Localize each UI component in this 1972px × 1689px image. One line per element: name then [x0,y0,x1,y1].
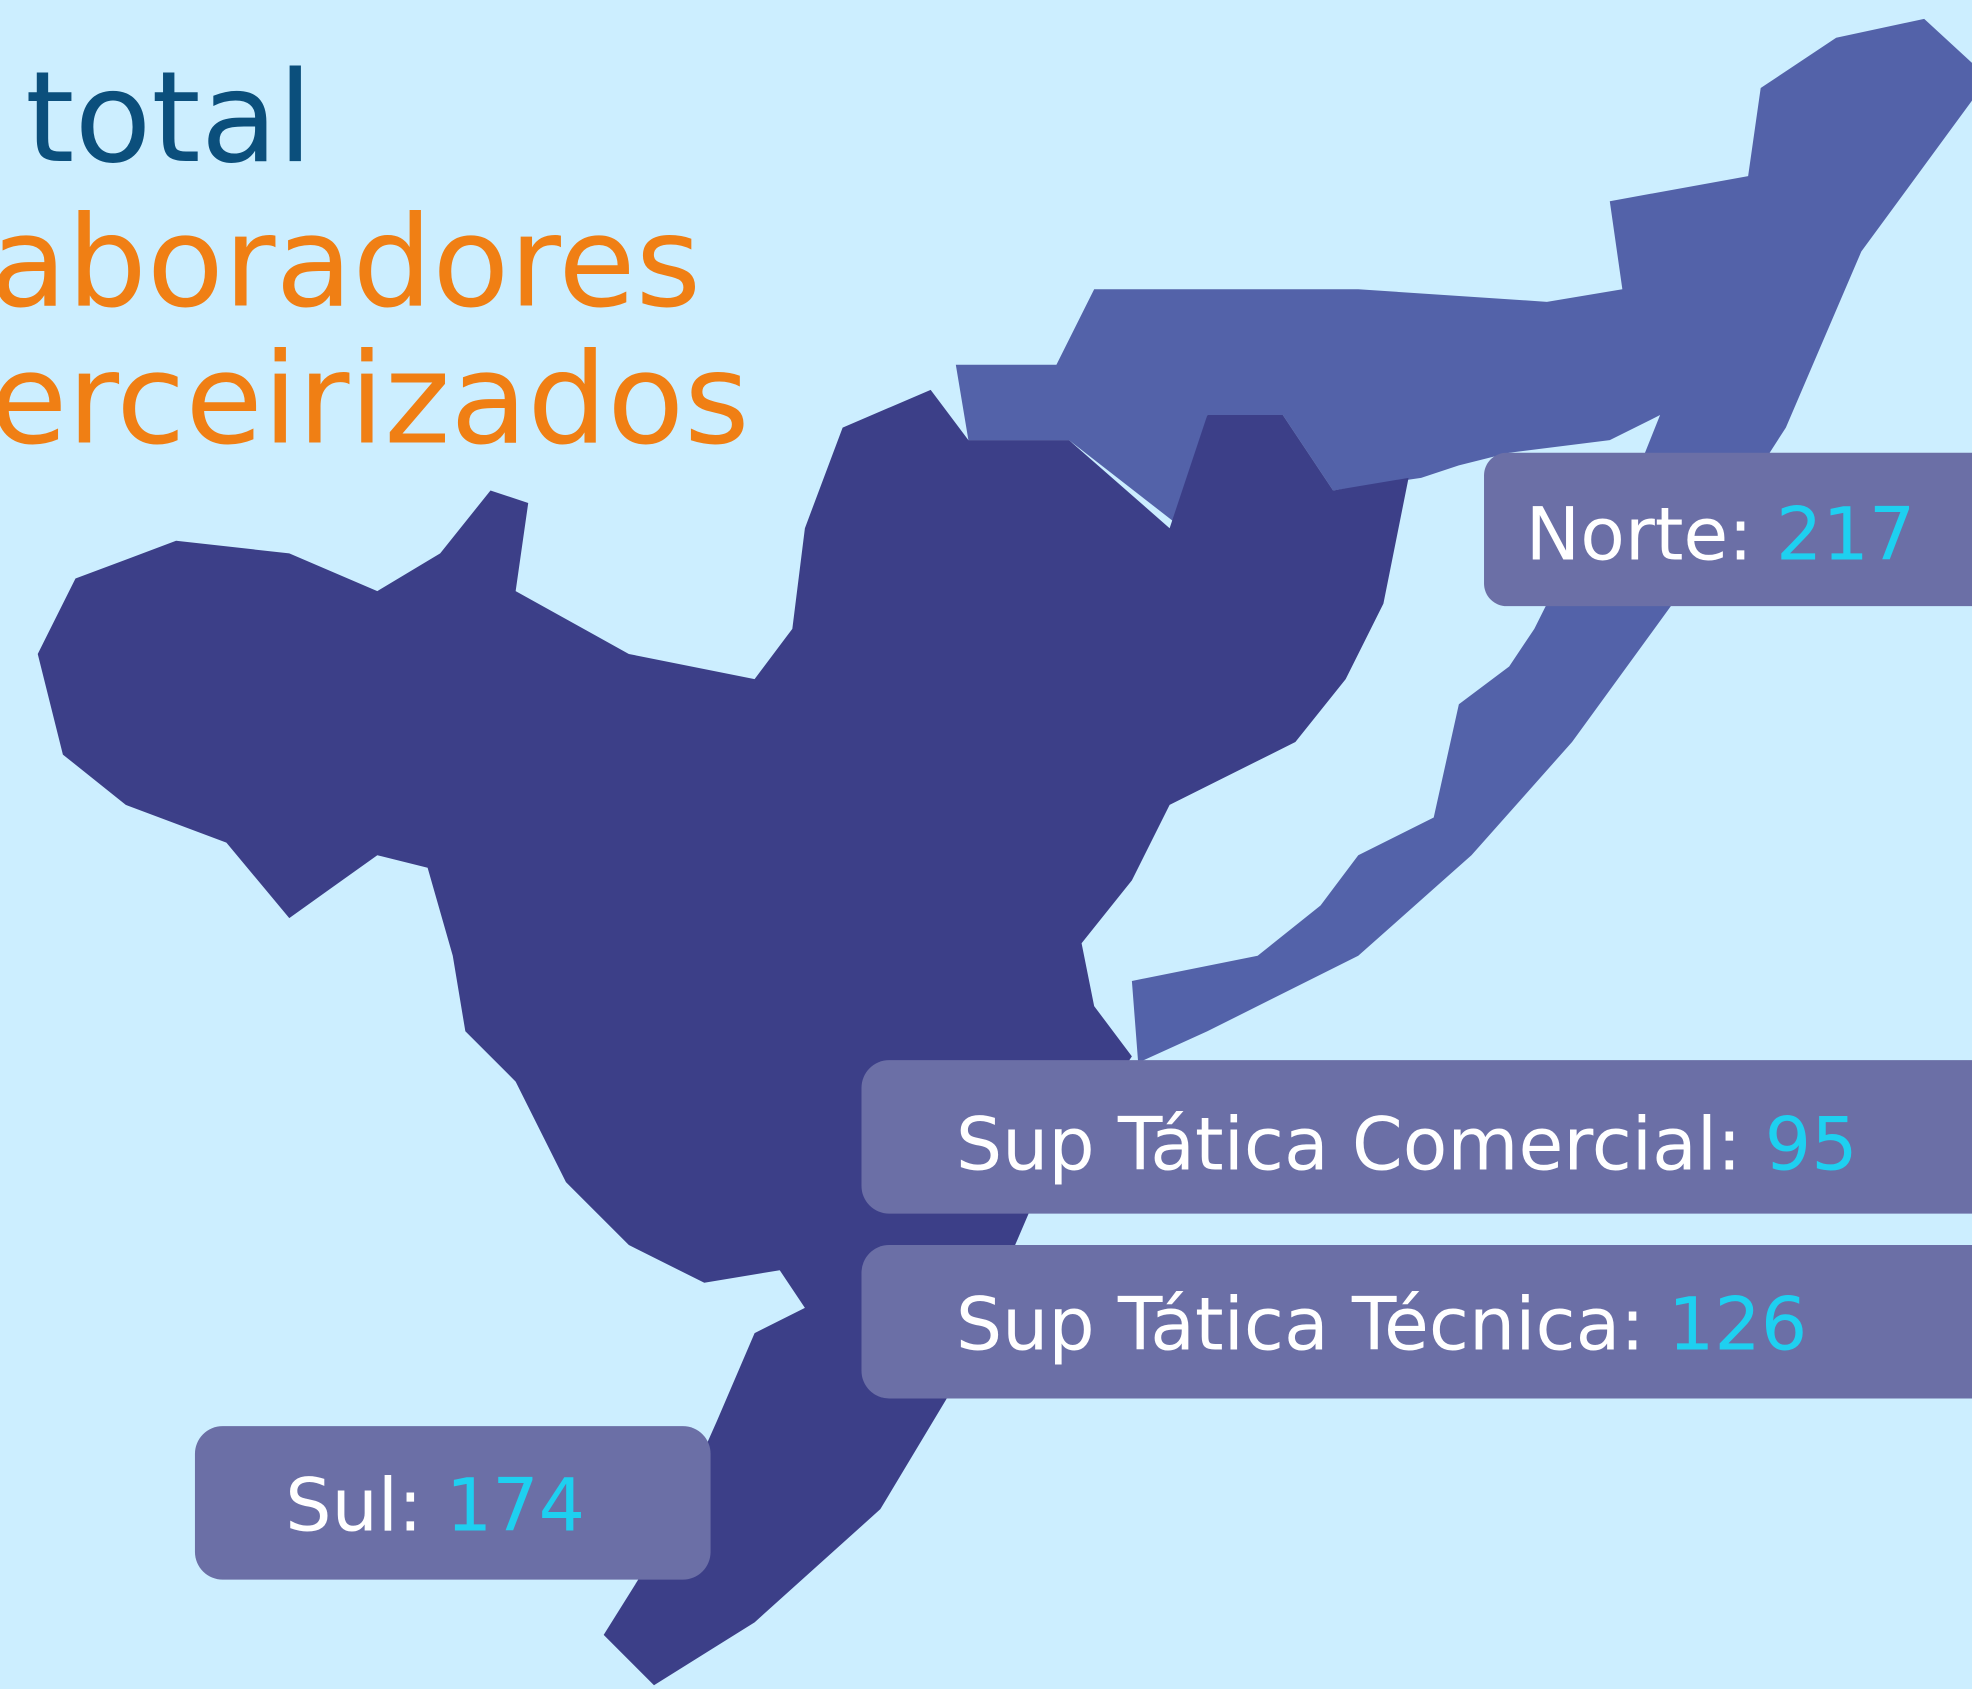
south-region [37,389,1409,1686]
region-label: Norte: 217 [1526,493,1916,578]
north-region [955,18,1972,1063]
region-value: 217 [1776,493,1915,578]
region-value: 174 [446,1464,585,1549]
region-label: Sup Tática Técnica: 126 [956,1282,1807,1367]
title-line: aboradores [0,189,701,336]
title-line: total [25,44,313,191]
label-box [1484,452,1972,607]
region-label: Sul: 174 [285,1464,585,1549]
title-line: erceirizados [0,326,750,473]
region-value: 126 [1668,1282,1807,1367]
region-name: Norte: [1526,493,1753,578]
region-name: Sup Tática Técnica: [956,1282,1645,1367]
label-box [194,1426,711,1580]
region-name: Sup Tática Comercial: [956,1103,1742,1188]
label-box [861,1060,1972,1214]
region-label: Sup Tática Comercial: 95 [956,1103,1858,1188]
region-value: 95 [1765,1103,1858,1188]
region-name: Sul: [285,1464,422,1549]
label-box [861,1245,1972,1399]
